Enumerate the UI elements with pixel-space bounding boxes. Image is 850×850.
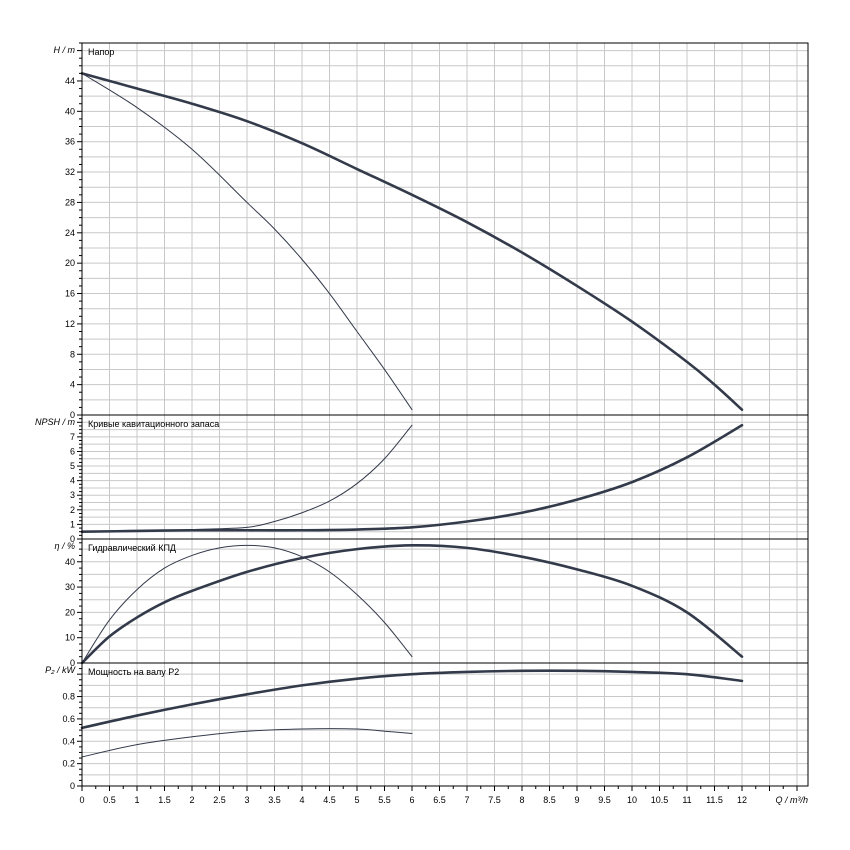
x-tick-label: 10.5 xyxy=(651,795,669,805)
y-tick-label-head: 40 xyxy=(65,106,75,116)
curves xyxy=(80,72,744,758)
plot-frame xyxy=(81,42,809,787)
y-tick-label-npsh: 2 xyxy=(70,505,75,515)
x-tick-label: 6 xyxy=(409,795,414,805)
y-tick-label-head: 24 xyxy=(65,228,75,238)
x-tick-label: 8 xyxy=(519,795,524,805)
y-tick-label-head: 16 xyxy=(65,289,75,299)
y-tick-label-power: 0.6 xyxy=(62,714,75,724)
x-tick-label: 7 xyxy=(464,795,469,805)
x-axis-label: Q / m³/h xyxy=(775,795,808,805)
y-tick-label-power: 0.4 xyxy=(62,736,75,746)
y-tick-label-npsh: 6 xyxy=(70,446,75,456)
x-tick-label: 6.5 xyxy=(433,795,446,805)
y-tick-label-power: 0.2 xyxy=(62,759,75,769)
y-tick-label-power: 0.8 xyxy=(62,692,75,702)
y-tick-label-head: 28 xyxy=(65,197,75,207)
y-tick-label-efficiency: 20 xyxy=(65,607,75,617)
curve-npsh-thick xyxy=(80,423,744,534)
panel-title-efficiency: Гидравлический КПД xyxy=(88,543,176,553)
x-tick-label: 12 xyxy=(737,795,747,805)
y-tick-label-npsh: 4 xyxy=(70,476,75,486)
x-tick-label: 3 xyxy=(244,795,249,805)
y-tick-label-head: 36 xyxy=(65,137,75,147)
y-axis-label-efficiency: η / % xyxy=(54,541,75,551)
x-tick-label: 5.5 xyxy=(378,795,391,805)
y-tick-label-head: 32 xyxy=(65,167,75,177)
x-tick-label: 10 xyxy=(627,795,637,805)
panel-title-npsh: Кривые кавитационного запаса xyxy=(88,419,219,429)
y-tick-label-npsh: 5 xyxy=(70,461,75,471)
curve-head-thin xyxy=(81,72,413,411)
curve-efficiency-thick xyxy=(80,544,744,665)
x-tick-label: 11 xyxy=(682,795,691,805)
x-tick-label: 3.5 xyxy=(268,795,281,805)
y-tick-label-efficiency: 0 xyxy=(70,658,75,668)
y-tick-label-head: 20 xyxy=(65,258,75,268)
y-tick-label-head: 4 xyxy=(70,380,75,390)
x-tick-label: 11.5 xyxy=(706,795,723,805)
y-tick-label-efficiency: 40 xyxy=(65,557,75,567)
x-tick-label: 4.5 xyxy=(323,795,336,805)
y-tick-label-head: 44 xyxy=(65,76,75,86)
y-tick-label-head: 12 xyxy=(65,319,75,329)
panel-title-head: Напор xyxy=(88,47,114,57)
x-tick-label: 8.5 xyxy=(543,795,556,805)
x-tick-label: 1 xyxy=(134,795,139,805)
curve-efficiency-thin xyxy=(81,544,413,664)
x-tick-label: 5 xyxy=(354,795,359,805)
x-tick-label: 2 xyxy=(189,795,194,805)
x-tick-label: 4 xyxy=(299,795,304,805)
y-tick-label-npsh: 3 xyxy=(70,490,75,500)
axes xyxy=(77,42,809,791)
curve-head-thick xyxy=(80,72,744,411)
y-axis-label-head: H / m xyxy=(54,45,76,55)
curve-npsh-thin xyxy=(81,424,413,533)
y-tick-label-npsh: 7 xyxy=(70,432,75,442)
y-tick-label-head: 0 xyxy=(70,410,75,420)
x-tick-label: 0 xyxy=(79,795,84,805)
y-axis-label-npsh: NPSH / m xyxy=(35,417,76,427)
x-tick-label: 0.5 xyxy=(103,795,116,805)
curve-power-thick xyxy=(80,669,744,730)
y-axis-label-power: P₂ / kW xyxy=(45,665,76,675)
x-tick-label: 2.5 xyxy=(213,795,226,805)
y-tick-label-head: 8 xyxy=(70,349,75,359)
y-tick-label-npsh: 0 xyxy=(70,534,75,544)
y-tick-label-power: 0 xyxy=(70,781,75,791)
panel-title-power: Мощность на валу P2 xyxy=(88,667,179,677)
y-tick-label-efficiency: 10 xyxy=(65,633,75,643)
x-tick-label: 9 xyxy=(574,795,579,805)
x-tick-label: 1.5 xyxy=(158,795,171,805)
y-tick-label-efficiency: 30 xyxy=(65,582,75,592)
y-tick-label-npsh: 1 xyxy=(70,519,75,529)
x-tick-label: 7.5 xyxy=(488,795,501,805)
x-tick-label: 9.5 xyxy=(598,795,611,805)
curve-power-thin xyxy=(81,728,413,758)
